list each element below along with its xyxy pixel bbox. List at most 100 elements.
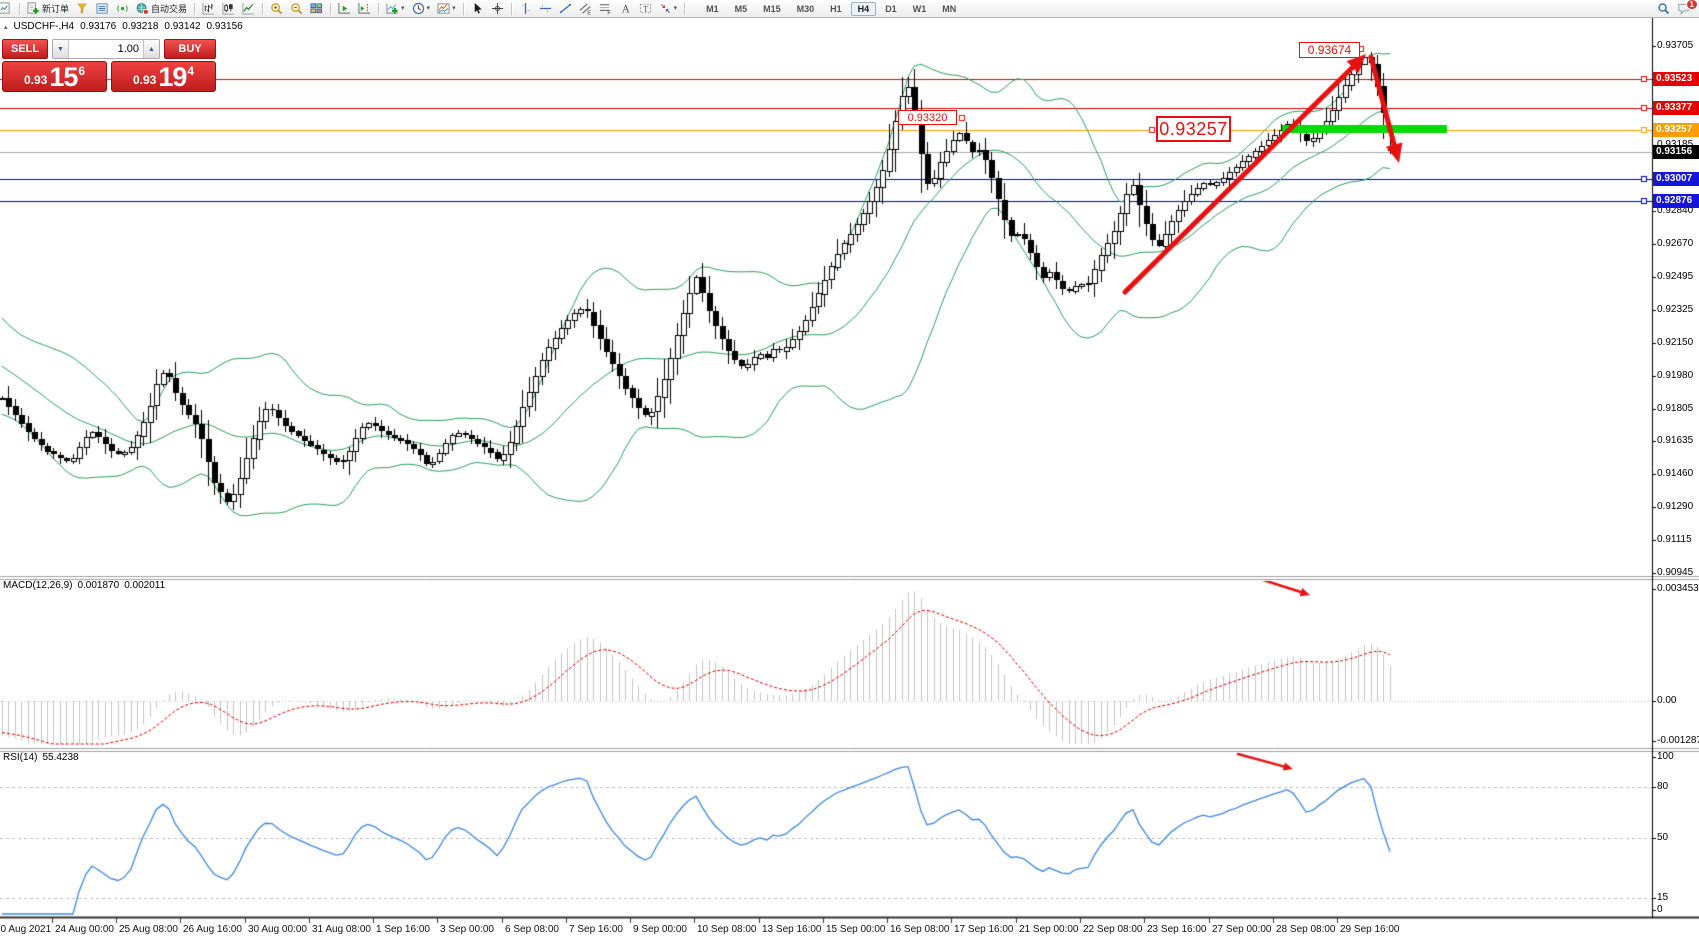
- templates-button[interactable]: ▾: [434, 1, 459, 16]
- buy-button[interactable]: BUY: [164, 39, 216, 59]
- chart-shift-button[interactable]: [355, 1, 374, 16]
- timeframe-d1-button[interactable]: D1: [885, 3, 897, 14]
- time-axis-label: 31 Aug 08:00: [312, 924, 371, 935]
- cursor-button[interactable]: [468, 1, 487, 16]
- timeframe-m5-button[interactable]: M5: [734, 3, 748, 14]
- templates-icon: [437, 2, 450, 15]
- tile-windows-button[interactable]: [307, 1, 326, 16]
- signals-button[interactable]: [113, 1, 132, 16]
- horizontal-line-button[interactable]: [536, 1, 555, 16]
- main-toolbar: 新订单 自动交易 ▾ ▾ ▾ E F A T ▾ M1 M5 M15 M30 H1 H4 D1 W1 MN 1: [0, 0, 1699, 18]
- notifications-badge: 1: [1685, 0, 1698, 10]
- chart-bars-icon: [202, 2, 215, 15]
- market-depth-button[interactable]: [93, 1, 112, 16]
- toolbar-separator: [194, 2, 196, 15]
- time-axis-label: 13 Sep 16:00: [762, 924, 822, 935]
- toolbar-separator: [19, 2, 20, 15]
- auto-scroll-icon: [338, 2, 351, 15]
- toolbar-separator: [684, 2, 686, 15]
- alerts-funnel-button[interactable]: [73, 1, 92, 16]
- sell-button[interactable]: SELL: [2, 39, 48, 59]
- price-tick-label: 0.91805: [1657, 403, 1694, 414]
- fibonacci-button[interactable]: F: [596, 1, 615, 16]
- bar-high: 0.93218: [122, 21, 159, 32]
- timeframe-m15-button[interactable]: M15: [763, 3, 781, 14]
- timeframe-m1-button[interactable]: M1: [706, 3, 719, 14]
- volume-increase-button[interactable]: ▲: [143, 40, 159, 58]
- equidistant-channel-icon: E: [579, 2, 592, 15]
- timeframe-h4-button[interactable]: H4: [850, 1, 877, 16]
- price-tick-label: 0.91290: [1657, 501, 1694, 512]
- crosshair-button[interactable]: [488, 1, 507, 16]
- zoom-out-button[interactable]: [287, 1, 306, 16]
- macd-indicator-label: MACD(12,26,9) 0.001870 0.002011: [3, 580, 165, 591]
- price-tick-label: 0.92150: [1657, 337, 1694, 348]
- chart-canvas[interactable]: [0, 17, 1699, 939]
- chart-shift-icon: [358, 2, 371, 15]
- vertical-line-button[interactable]: [516, 1, 535, 16]
- time-axis-label: 10 Sep 08:00: [697, 924, 757, 935]
- indicator-scale-label: 0.00: [1657, 695, 1677, 706]
- zoom-in-button[interactable]: [267, 1, 286, 16]
- volume-decrease-button[interactable]: ▼: [53, 40, 69, 58]
- chart-line-icon: [242, 2, 255, 15]
- search-button[interactable]: [1654, 1, 1673, 16]
- chevron-down-icon[interactable]: ▾: [452, 4, 456, 12]
- timeframe-h1-button[interactable]: H1: [830, 3, 842, 14]
- price-tick-label: 0.91980: [1657, 370, 1694, 381]
- volume-input[interactable]: [69, 40, 143, 58]
- periods-button[interactable]: ▾: [409, 1, 434, 16]
- rsi-value: 55.4238: [42, 752, 79, 763]
- zoom-in-icon: [270, 2, 283, 15]
- periods-icon: [412, 2, 425, 15]
- arrows-button[interactable]: ▾: [656, 1, 681, 16]
- sell-price-prefix: 0.93: [23, 73, 48, 87]
- time-axis-label: 6 Sep 08:00: [505, 924, 559, 935]
- chart-line-button[interactable]: [239, 1, 258, 16]
- new-order-icon: [27, 2, 40, 15]
- symbol-name: USDCHF-,H4: [13, 21, 75, 32]
- time-axis-label: 17 Sep 16:00: [954, 924, 1014, 935]
- timeframe-m30-button[interactable]: M30: [796, 3, 815, 14]
- time-axis-label: 29 Sep 16:00: [1340, 924, 1400, 935]
- new-order-button[interactable]: 新订单: [24, 1, 72, 16]
- buy-price-pipette: 4: [187, 64, 195, 78]
- equidistant-channel-button[interactable]: E: [576, 1, 595, 16]
- price-annotation-peak[interactable]: 0.93674: [1299, 42, 1360, 58]
- price-annotation-level[interactable]: 0.93257: [1156, 116, 1231, 142]
- macd-name: MACD(12,26,9): [3, 580, 73, 591]
- trendline-button[interactable]: [556, 1, 575, 16]
- alerts-funnel-icon: [76, 2, 89, 15]
- chevron-down-icon[interactable]: ▾: [673, 4, 678, 12]
- collapse-arrow-icon[interactable]: ▴: [4, 23, 8, 31]
- zoom-out-icon: [290, 2, 303, 15]
- chart-candles-button[interactable]: [219, 1, 238, 16]
- time-axis-label: 15 Sep 00:00: [826, 924, 886, 935]
- time-axis-label: 20 Aug 2021: [0, 924, 52, 935]
- autotrading-button[interactable]: 自动交易: [133, 1, 190, 16]
- price-tick-label: 0.92840: [1657, 205, 1694, 216]
- chat-button[interactable]: 1: [1674, 0, 1698, 16]
- text-button[interactable]: A: [616, 1, 635, 16]
- price-tick-label: 0.90945: [1657, 567, 1694, 578]
- sell-price-big-digits: 15: [49, 62, 78, 92]
- chevron-down-icon[interactable]: ▾: [401, 4, 405, 12]
- chart-window-clipped-button[interactable]: [0, 1, 15, 16]
- chevron-down-icon[interactable]: ▾: [426, 4, 431, 12]
- timeframe-mn-button[interactable]: MN: [942, 3, 957, 14]
- timeframe-w1-button[interactable]: W1: [912, 3, 927, 14]
- bar-low: 0.93142: [164, 21, 201, 32]
- time-axis-label: 7 Sep 16:00: [569, 924, 623, 935]
- sell-price-display[interactable]: 0.93 15 6: [2, 61, 107, 92]
- text-label-button[interactable]: T: [636, 1, 655, 16]
- price-annotation-swing[interactable]: 0.93320: [898, 110, 957, 125]
- horizontal-line-icon: [539, 2, 552, 15]
- chart-bars-button[interactable]: [199, 1, 218, 16]
- new-order-label: 新订单: [42, 4, 70, 14]
- buy-price-display[interactable]: 0.93 19 4: [111, 61, 216, 92]
- indicators-button[interactable]: ▾: [383, 1, 408, 16]
- trendline-icon: [559, 2, 572, 15]
- text-label-icon: T: [639, 2, 652, 15]
- text-icon: A: [619, 2, 632, 15]
- auto-scroll-button[interactable]: [335, 1, 354, 16]
